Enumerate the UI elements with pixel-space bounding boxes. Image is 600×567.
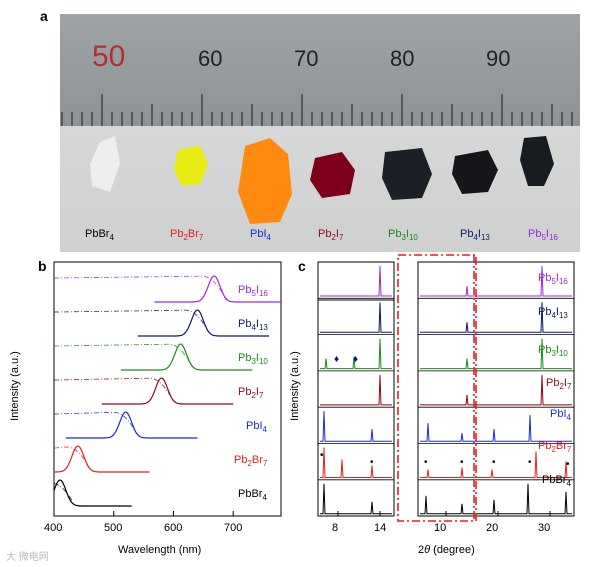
series-label-pb5i16: Pb5I16 (238, 284, 268, 298)
c-tick: 14 (374, 522, 387, 534)
c-tick: 20 (486, 522, 499, 534)
xrd-right-PbBr4 (420, 483, 572, 515)
emission-curve-Pb5I16 (154, 275, 281, 303)
xrd-label-pb2br7: Pb2Br7 (538, 440, 572, 454)
b-xlabel: Wavelength (nm) (118, 544, 202, 556)
crystal-pbi4 (238, 138, 292, 224)
c-tick: 10 (434, 522, 447, 534)
panel-c-label: c (298, 258, 306, 274)
xrd-left-Pb2I7 (320, 374, 392, 406)
plot-frame-c-right (417, 261, 575, 517)
crystal-pb5i16 (520, 136, 554, 186)
xrd-label-pb2i7: Pb2I7 (546, 377, 572, 391)
compound-label: Pb5I16 (528, 228, 558, 242)
xrd-right-Pb2Br7 (420, 451, 572, 478)
xrd-right-Pb5I16 (420, 265, 572, 297)
b-tick: 700 (224, 522, 243, 534)
absorption-curve-PbBr4 (53, 483, 73, 501)
b-ylabel: Intensity (a.u.) (8, 351, 21, 421)
emission-curve-Pb4I13 (137, 309, 270, 337)
c-tick: 30 (538, 522, 551, 534)
xrd-right-Pb3I10 (420, 338, 572, 370)
crystal-pb2br7 (174, 146, 208, 186)
crystal-pb3i10 (382, 148, 432, 200)
b-tick: 600 (164, 522, 183, 534)
dot-marker: • (528, 457, 532, 468)
diamond-marker: ♦ (334, 354, 339, 365)
compound-label: Pb3I10 (388, 228, 418, 242)
dot-marker: • (566, 459, 570, 470)
c-ylabel: Intensity (a.u.) (288, 351, 301, 421)
xrd-right-Pb2I7 (420, 374, 572, 406)
crystal-photo: 50 60 70 80 90 (60, 14, 580, 252)
emission-curve-PbI4 (65, 411, 198, 439)
crystal-pb2i7 (310, 152, 355, 198)
emission-curve-Pb2Br7 (54, 445, 150, 473)
highlight-box (397, 254, 477, 522)
plot-frame-c-left (317, 261, 395, 517)
absorption-curve-Pb4I13 (54, 309, 209, 332)
xrd-right-PbI4 (420, 415, 572, 442)
xrd-label-pb5i16: Pb5I16 (538, 272, 568, 286)
plot-frame-b (53, 261, 282, 517)
series-label-pbi4: PbI4 (246, 420, 267, 434)
crystal-pbbr4 (90, 136, 120, 192)
series-label-pb3i10: Pb3I10 (238, 352, 268, 366)
absorption-curve-PbI4 (54, 411, 137, 434)
xrd-label-pbbr4: PbBr4 (542, 474, 571, 488)
absorption-curve-Pb2Br7 (53, 446, 91, 470)
ruler-number: 80 (390, 46, 414, 71)
xrd-label-pb3i10: Pb3I10 (538, 344, 568, 358)
xrd-left-Pb4I13 (320, 302, 392, 333)
emission-curve-PbBr4 (53, 479, 132, 507)
compound-label: PbI4 (250, 228, 271, 242)
compound-label: Pb2Br7 (170, 228, 204, 242)
xrd-right-Pb4I13 (420, 302, 572, 333)
absorption-curve-Pb5I16 (54, 275, 227, 301)
c-xlabel: 2θ (degree) (418, 544, 475, 556)
xrd-label-pbi4: PbI4 (550, 408, 571, 422)
xrd-left-PbBr4 (320, 483, 392, 515)
dot-marker: • (460, 457, 464, 468)
dot-marker: • (370, 457, 374, 468)
c-tick: 8 (332, 522, 339, 534)
emission-curve-Pb3I10 (120, 343, 253, 371)
series-label-pb4i13: Pb4I13 (238, 318, 268, 332)
dot-marker: • (424, 457, 428, 468)
ruler-number: 90 (486, 46, 510, 71)
ruler-number: 50 (92, 40, 125, 73)
compound-label: Pb4I13 (460, 228, 490, 242)
ruler-number: 70 (294, 46, 318, 71)
series-label-pb2i7: Pb2I7 (238, 386, 264, 400)
diamond-marker: ♦ (353, 354, 358, 365)
b-tick: 400 (44, 522, 63, 534)
emission-curve-Pb2I7 (101, 377, 234, 405)
b-tick: 500 (104, 522, 123, 534)
compound-label: PbBr4 (85, 228, 114, 242)
compound-label: Pb2I7 (318, 228, 344, 242)
xrd-label-pb4i13: Pb4I13 (538, 306, 568, 320)
series-label-pbbr4: PbBr4 (238, 488, 267, 502)
xrd-left-Pb3I10 (320, 338, 392, 370)
xrd-left-Pb2Br7 (320, 447, 392, 478)
panel-b-label: b (38, 258, 47, 274)
xrd-left-PbI4 (320, 411, 392, 442)
absorption-curve-Pb3I10 (54, 343, 193, 367)
dot-marker: • (492, 457, 496, 468)
ruler-number: 60 (198, 46, 222, 71)
watermark: 大 微电网 (6, 552, 49, 563)
panel-a-label: a (40, 8, 48, 24)
series-label-pb2br7: Pb2Br7 (234, 454, 268, 468)
crystal-pb4i13 (452, 150, 498, 194)
xrd-left-Pb5I16 (320, 265, 392, 297)
dot-marker: • (320, 450, 324, 461)
